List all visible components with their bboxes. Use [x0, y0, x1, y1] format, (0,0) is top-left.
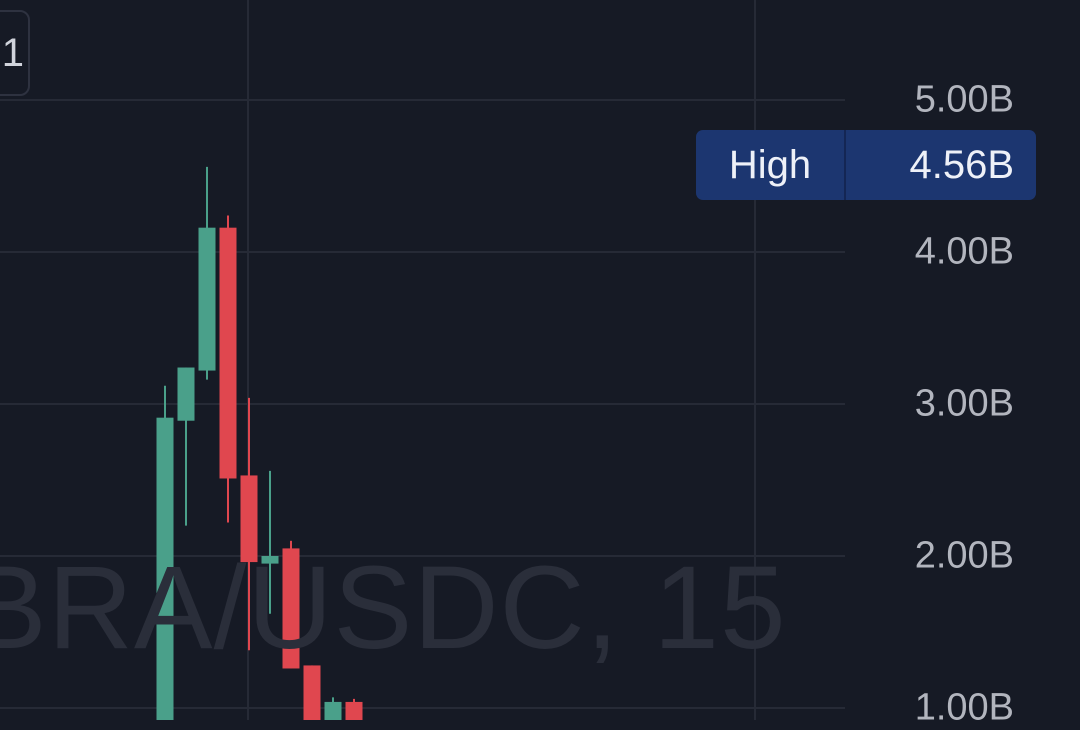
y-tick-label: 5.00B	[914, 78, 1014, 121]
y-tick-label: 1.00B	[914, 686, 1014, 729]
candle-up	[177, 367, 195, 421]
symbol-watermark: BRA/USDC, 15	[0, 542, 787, 674]
y-tick-label: 3.00B	[914, 382, 1014, 425]
candle-up	[324, 701, 342, 720]
candle-down	[303, 665, 321, 720]
y-tick-label: 4.00B	[914, 230, 1014, 273]
candle-down	[240, 475, 258, 563]
high-marker-value: 4.56B	[909, 143, 1014, 187]
y-tick-label: 2.00B	[914, 534, 1014, 577]
candle-up	[156, 417, 174, 720]
high-price-marker: High 4.56B	[696, 130, 1036, 200]
high-marker-label: High	[696, 130, 846, 200]
candle-up	[261, 556, 279, 564]
candle-down	[282, 548, 300, 669]
interval-button[interactable]: 1	[0, 10, 30, 96]
candle-up	[198, 227, 216, 371]
candle-down	[345, 701, 363, 720]
candle-down	[219, 227, 237, 479]
